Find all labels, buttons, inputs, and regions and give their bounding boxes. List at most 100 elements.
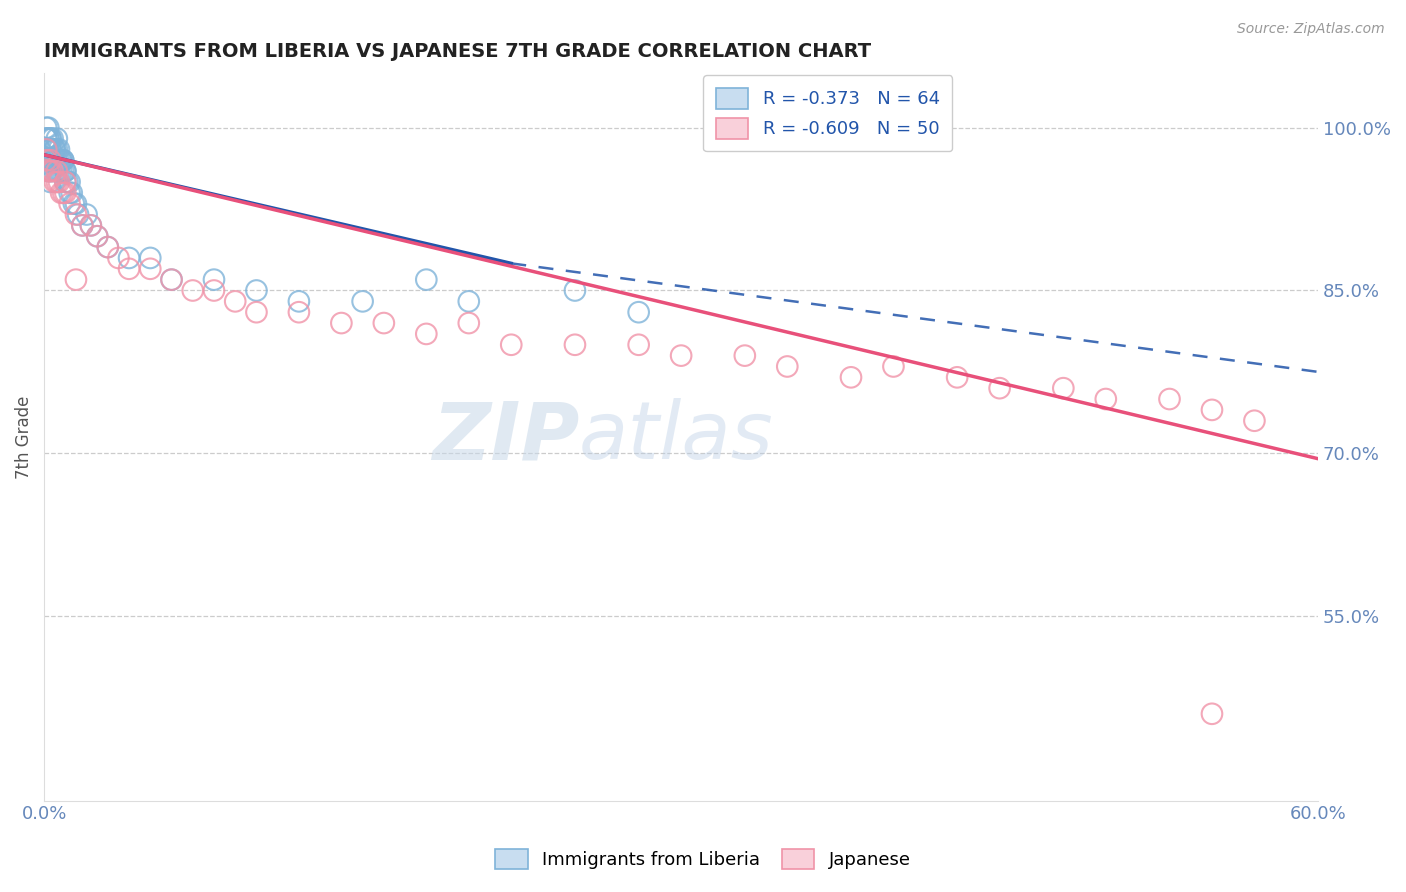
Point (52, 153, 75, 168)
Point (35, 120, 58, 135)
Point (734, 349, 756, 363)
Point (45, 131, 67, 145)
Point (39, 131, 62, 145)
Point (39, 153, 62, 168)
Point (1052, 381, 1074, 395)
Point (39, 131, 62, 145)
Point (49, 164, 72, 178)
Point (44, 175, 66, 189)
Point (139, 261, 162, 276)
Point (288, 305, 311, 319)
Point (35, 153, 58, 168)
Point (44, 164, 66, 178)
Point (181, 284, 204, 298)
Point (1243, 414, 1265, 428)
Point (39, 164, 62, 178)
Point (202, 284, 225, 298)
Point (48, 175, 70, 189)
Point (118, 251, 141, 265)
Point (60, 186, 83, 200)
Point (35, 131, 58, 145)
Point (1201, 403, 1223, 417)
Point (882, 359, 904, 374)
Point (41, 131, 63, 145)
Point (245, 305, 267, 319)
Point (245, 284, 267, 298)
Point (45, 164, 67, 178)
Point (97, 240, 120, 254)
Point (35, 142, 58, 156)
Point (52, 164, 75, 178)
Point (37, 120, 59, 135)
Point (352, 294, 374, 309)
Point (58, 196, 80, 211)
Point (37, 164, 59, 178)
Point (415, 273, 437, 287)
Point (49, 153, 72, 168)
Point (80, 219, 103, 233)
Point (37, 153, 59, 168)
Point (56, 175, 79, 189)
Point (946, 370, 969, 384)
Point (37, 164, 59, 178)
Point (86, 229, 108, 244)
Point (53, 164, 76, 178)
Point (97, 240, 120, 254)
Point (37, 142, 59, 156)
Point (48, 164, 70, 178)
Point (53, 175, 76, 189)
Point (48, 153, 70, 168)
Point (1201, 706, 1223, 721)
Point (415, 326, 437, 341)
Point (49, 186, 72, 200)
Point (44, 142, 66, 156)
Point (52, 186, 75, 200)
Point (67, 207, 90, 221)
Point (839, 370, 862, 384)
Point (45, 175, 67, 189)
Point (72, 219, 94, 233)
Point (160, 273, 183, 287)
Point (160, 273, 183, 287)
Point (118, 261, 141, 276)
Text: Source: ZipAtlas.com: Source: ZipAtlas.com (1237, 22, 1385, 37)
Point (35, 142, 58, 156)
Point (107, 251, 129, 265)
Point (627, 338, 650, 352)
Point (39, 142, 62, 156)
Point (35, 153, 58, 168)
Legend: Immigrants from Liberia, Japanese: Immigrants from Liberia, Japanese (486, 839, 920, 879)
Point (65, 207, 87, 221)
Point (52, 153, 75, 168)
Point (39, 164, 62, 178)
Point (457, 316, 479, 330)
Point (202, 273, 225, 287)
Point (39, 153, 62, 168)
Point (45, 153, 67, 168)
Text: IMMIGRANTS FROM LIBERIA VS JAPANESE 7TH GRADE CORRELATION CHART: IMMIGRANTS FROM LIBERIA VS JAPANESE 7TH … (44, 42, 872, 61)
Point (41, 142, 63, 156)
Point (76, 207, 98, 221)
Point (44, 142, 66, 156)
Point (49, 153, 72, 168)
Legend: R = -0.373   N = 64, R = -0.609   N = 50: R = -0.373 N = 64, R = -0.609 N = 50 (703, 75, 952, 152)
Point (776, 359, 799, 374)
Point (39, 175, 62, 189)
Point (63, 196, 86, 211)
Point (53, 175, 76, 189)
Point (139, 251, 162, 265)
Point (373, 316, 395, 330)
Point (224, 294, 246, 309)
Point (44, 153, 66, 168)
Point (564, 338, 586, 352)
Point (86, 229, 108, 244)
Point (41, 164, 63, 178)
Point (627, 305, 650, 319)
Point (65, 273, 87, 287)
Point (48, 142, 70, 156)
Text: atlas: atlas (579, 398, 773, 476)
Point (288, 294, 311, 309)
Point (1094, 392, 1116, 406)
Point (53, 164, 76, 178)
Point (80, 219, 103, 233)
